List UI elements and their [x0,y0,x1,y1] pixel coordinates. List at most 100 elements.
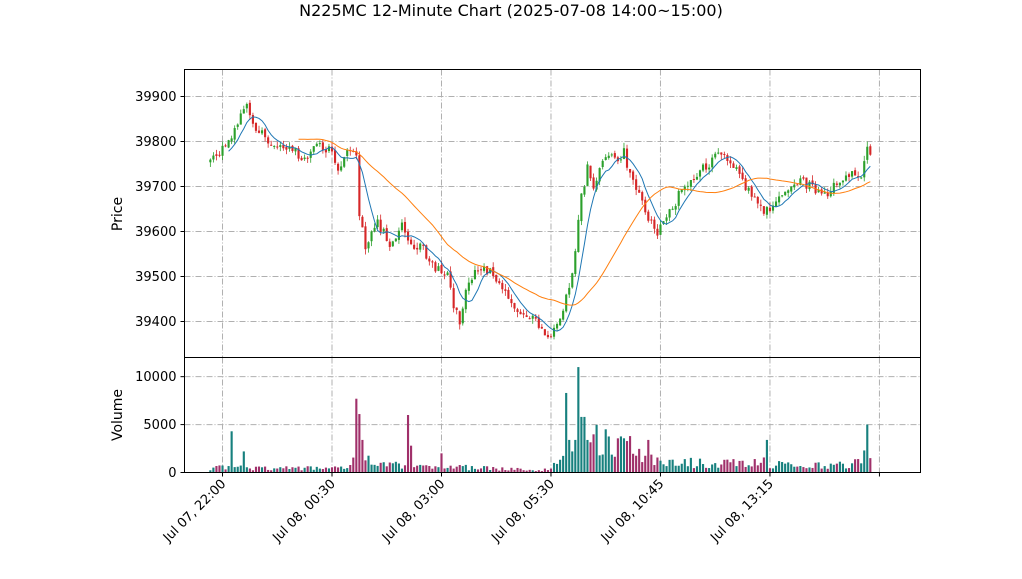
candle-body [622,148,626,159]
candle-body [580,193,583,222]
candle-body [628,168,632,173]
candle-body [774,201,778,207]
price-candles [209,100,872,340]
volume-bar [267,469,270,473]
volume-bar [516,467,519,473]
candle-body [467,282,470,291]
price-tick-label: 39600 [135,225,176,240]
price-tick-label: 39800 [135,135,176,150]
volume-bar [659,460,662,473]
volume-bar [449,465,452,473]
volume-bar [483,466,486,473]
volume-bar [352,457,355,473]
candle-body [525,315,528,317]
volume-bar [632,453,635,473]
volume-bar [373,464,376,473]
volume-bar [321,469,324,473]
volume-bar [318,468,321,473]
volume-bar [388,462,391,473]
volume-bar [343,468,346,473]
volume-bar [300,470,303,473]
candle-body [714,153,717,158]
volume-bar [778,461,781,473]
volume-bar [653,465,656,473]
x-tick-label: Jul 08, 13:15 [707,477,776,546]
candle-body [562,310,565,320]
x-tick-label: Jul 08, 00:30 [269,477,338,546]
candle-body [574,251,577,274]
volume-bar [364,460,367,473]
volume-bar [525,470,528,473]
candle-body [571,273,574,288]
volume-bar [562,455,565,473]
volume-bar [513,469,516,473]
candle-body [273,145,276,147]
candle-body [318,143,321,145]
volume-bar [732,459,735,473]
volume-bar [720,464,723,473]
candle-body [811,180,814,185]
candle-body [422,244,425,246]
volume-bar [446,467,449,473]
volume-bar [683,459,686,473]
candle-body [768,207,772,212]
volume-bar [534,471,537,473]
candle-body [254,122,258,131]
volume-bar [434,466,437,473]
volume-bar [574,439,577,473]
candle-body [817,189,820,193]
volume-bar [750,466,753,473]
candle-body [692,179,695,181]
volume-bar [489,469,492,473]
candle-body [291,145,294,151]
volume-bar [841,463,845,473]
candle-body [431,261,434,263]
volume-bar [306,466,309,473]
volume-bar [540,471,543,473]
volume-bar [410,445,413,473]
volume-bar [510,467,513,473]
volume-bar [522,470,525,473]
candle-body [385,228,388,241]
candle-body [829,191,832,197]
candle-body [741,172,744,180]
volume-bar [650,454,653,473]
volume-bar [315,466,318,473]
candle-body [495,274,498,282]
volume-bar [531,470,534,473]
candle-body [656,228,659,236]
volume-bar [458,465,461,473]
candle-body [543,329,546,336]
volume-bar [452,468,455,473]
volume-bar [346,468,349,473]
candle-body [236,124,239,127]
candle-body [489,268,492,274]
volume-bar [519,468,522,473]
candle-body [504,289,507,291]
volume-grid [184,357,921,473]
volume-bar [327,468,331,473]
volume-bar [416,465,419,473]
candle-body [528,318,531,320]
volume-bar [647,439,650,473]
candle-body [251,115,254,124]
volume-bar [440,453,443,473]
volume-bar [589,442,592,473]
volume-bar [665,466,668,473]
volume-bar [781,462,784,473]
volume-bar [832,464,835,473]
volume-bar [680,463,683,473]
price-axis-label: Price [110,197,126,231]
candle-body [726,155,729,161]
candle-body [583,186,586,195]
candle-body [333,150,337,163]
candle-body [455,307,458,311]
candle-body [215,154,218,156]
candle-body [476,270,480,272]
volume-bar [817,462,820,473]
candle-body [568,287,571,295]
volume-bar [613,456,616,473]
candle-body [708,167,711,170]
candle-body [835,183,838,185]
candle-body [303,157,306,160]
